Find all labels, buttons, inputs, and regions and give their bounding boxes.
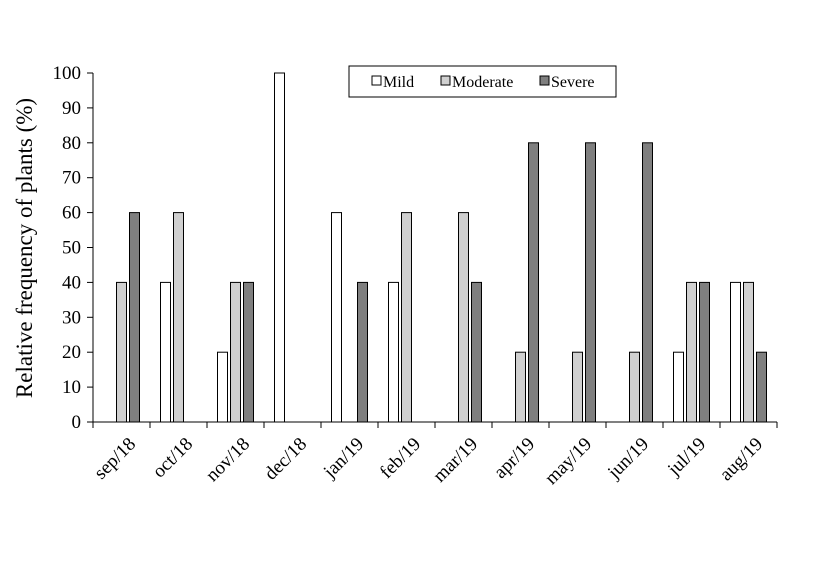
bar-mild-oct-18: [160, 281, 171, 423]
x-tick-label: may/19: [541, 434, 596, 489]
bar-severe-jun-19: [642, 142, 653, 423]
x-tick-label: jul/19: [663, 434, 710, 481]
y-tick-label: 0: [72, 412, 82, 433]
legend-swatch-moderate: [440, 75, 451, 86]
x-tick-label: sep/18: [90, 434, 140, 484]
bar-severe-jan-19: [357, 281, 368, 423]
x-tick-label: dec/18: [260, 434, 311, 485]
bar-severe-nov-18: [243, 281, 254, 423]
bar-moderate-mar-19: [458, 212, 469, 423]
x-tick-label: oct/18: [149, 434, 197, 482]
legend-swatch-severe: [539, 75, 550, 86]
y-tick-label: 100: [53, 63, 82, 84]
legend-box: [348, 65, 617, 98]
y-axis-label: Relative frequency of plants (%): [12, 98, 37, 398]
y-tick-label: 80: [62, 133, 81, 154]
x-tick-label: apr/19: [490, 434, 539, 483]
bar-mild-dec-18: [274, 72, 285, 423]
y-tick-label: 20: [62, 342, 81, 363]
legend-label-mild: Mild: [383, 74, 414, 91]
x-tick-label: jun/19: [603, 434, 653, 484]
y-tick-label: 70: [62, 168, 81, 189]
bar-severe-mar-19: [471, 281, 482, 423]
bar-moderate-feb-19: [401, 212, 412, 423]
bar-moderate-oct-18: [173, 212, 184, 423]
bar-severe-sep-18: [129, 212, 140, 423]
bar-severe-aug-19: [756, 351, 767, 423]
bar-severe-apr-19: [528, 142, 539, 423]
legend: Mild Moderate Severe: [348, 65, 617, 98]
bar-moderate-jun-19: [629, 351, 640, 423]
x-tick-label: aug/19: [716, 434, 767, 485]
y-tick-label: 50: [62, 238, 81, 259]
bar-mild-aug-19: [730, 281, 741, 423]
y-tick-label: 10: [62, 377, 81, 398]
bar-mild-nov-18: [217, 351, 228, 423]
y-tick-label: 40: [62, 272, 81, 293]
x-tick-label: nov/18: [202, 434, 254, 486]
x-tick-label: feb/19: [376, 434, 425, 483]
x-axis-ticks: sep/18 oct/18 nov/18 dec/18 jan/19 feb/19 mar/…: [90, 422, 778, 489]
bar-severe-jul-19: [699, 281, 710, 423]
bar-mild-feb-19: [388, 281, 399, 423]
bars: [116, 72, 767, 423]
bar-moderate-aug-19: [743, 281, 754, 423]
bar-moderate-may-19: [572, 351, 583, 423]
bar-mild-jul-19: [673, 351, 684, 423]
bar-severe-may-19: [585, 142, 596, 423]
y-axis-ticks: 0 10 20 30 40 50 60 70 80 90 100: [53, 63, 93, 433]
bar-moderate-nov-18: [230, 281, 241, 423]
legend-label-severe: Severe: [551, 74, 595, 91]
x-tick-label: mar/19: [429, 434, 482, 487]
x-tick-label: jan/19: [319, 434, 368, 483]
bar-moderate-sep-18: [116, 281, 127, 423]
legend-swatch-mild: [371, 75, 382, 86]
y-tick-label: 60: [62, 203, 81, 224]
bar-moderate-apr-19: [515, 351, 526, 423]
y-tick-label: 90: [62, 98, 81, 119]
y-tick-label: 30: [62, 307, 81, 328]
bar-mild-jan-19: [331, 212, 342, 423]
legend-label-moderate: Moderate: [452, 74, 513, 91]
bar-moderate-jul-19: [686, 281, 697, 423]
